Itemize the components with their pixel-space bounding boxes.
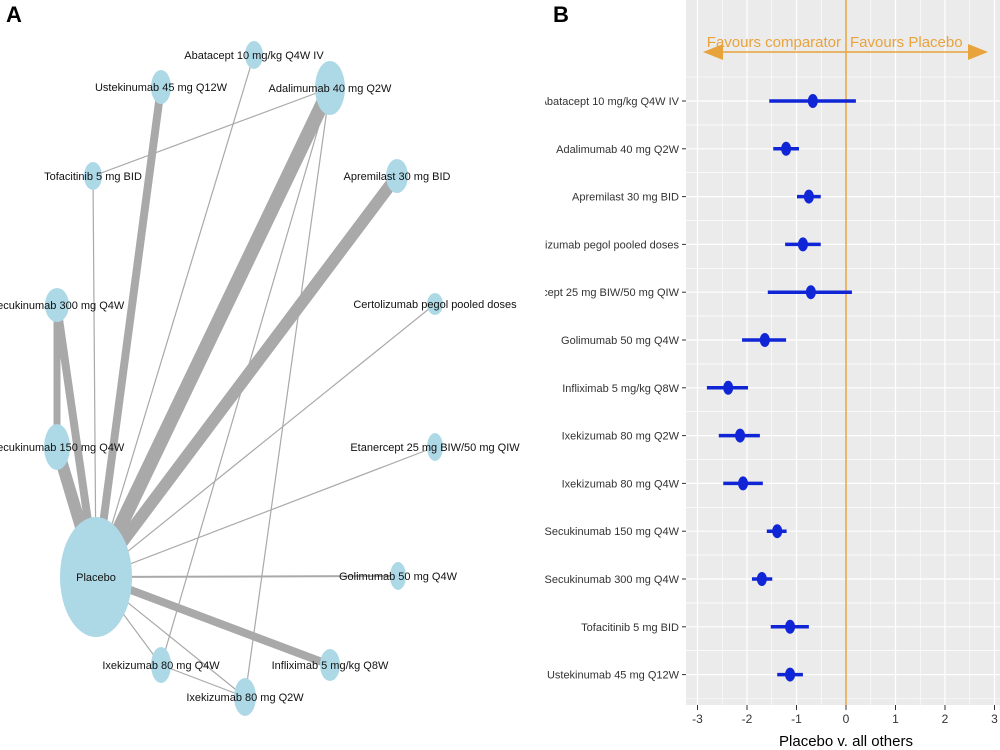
network-node-label: Apremilast 30 mg BID <box>344 171 451 183</box>
x-tick-label: 1 <box>892 712 899 726</box>
network-node <box>427 293 443 315</box>
network-edge <box>160 664 246 698</box>
forest-plot: Favours comparator Favours Placebo Abatace… <box>545 0 1000 750</box>
network-node <box>427 433 443 461</box>
y-tick-label: Adalimumab 40 mg Q2W <box>556 144 679 156</box>
annotation-favours-placebo: Favours Placebo <box>850 34 963 51</box>
point-estimate <box>803 189 814 204</box>
network-edge <box>92 86 165 578</box>
arrow-left-icon <box>703 44 723 60</box>
point-estimate <box>807 94 818 108</box>
point-estimate <box>785 667 796 682</box>
panel-b-label: B <box>553 2 569 27</box>
network-edge <box>160 87 331 666</box>
network-node-label: Tofacitinib 5 mg BID <box>44 171 142 183</box>
network-node <box>315 61 345 115</box>
network-node-label: Secukinumab 300 mg Q4W <box>0 300 125 312</box>
network-node-label: Certolizumab pegol pooled doses <box>353 299 517 311</box>
network-node <box>60 517 132 637</box>
network-edge <box>95 303 436 578</box>
panel-a-label: A <box>6 2 22 27</box>
network-edge <box>244 87 331 698</box>
y-tick-label: Secukinumab 300 mg Q4W <box>545 574 680 586</box>
network-node <box>320 649 340 681</box>
network-node-label: Abatacept 10 mg/kg Q4W IV <box>184 50 324 62</box>
x-axis-label: Placebo v. all others <box>779 733 913 750</box>
y-tick-label: Ustekinumab 45 mg Q12W <box>547 670 680 682</box>
plot-panel <box>686 0 1000 705</box>
point-estimate <box>805 285 816 300</box>
y-tick-label: Etanercept 25 mg BIW/50 mg QIW <box>545 287 680 299</box>
point-estimate <box>781 141 792 156</box>
network-node <box>245 41 263 69</box>
network-edge <box>95 54 255 578</box>
x-tick-label: 0 <box>843 712 850 726</box>
point-estimate <box>756 572 767 586</box>
network-node-label: Etanercept 25 mg BIW/50 mg QIW <box>350 442 520 454</box>
annotation-favours-comparator: Favours comparator <box>707 34 841 51</box>
network-node <box>151 70 171 104</box>
point-estimate <box>738 476 749 491</box>
network-node-label: Secukinumab 150 mg Q4W <box>0 442 125 454</box>
point-estimate <box>735 428 746 443</box>
x-tick-label: -2 <box>742 712 753 726</box>
y-tick-label: Infliximab 5 mg/kg Q8W <box>562 383 679 395</box>
network-node-label: Adalimumab 40 mg Q2W <box>269 83 392 95</box>
point-estimate <box>797 237 808 252</box>
point-estimate <box>772 524 783 539</box>
x-tick-label: -3 <box>692 712 703 726</box>
y-tick-label: Secukinumab 150 mg Q4W <box>545 526 680 538</box>
network-diagram: Placebo Abatacept 10 mg/kg Q4W IV Ustekinu… <box>0 41 520 716</box>
y-tick-label: Tofacitinib 5 mg BID <box>581 622 679 634</box>
network-edge <box>89 84 337 581</box>
network-node-label: Infliximab 5 mg/kg Q8W <box>272 660 389 672</box>
network-edge <box>92 175 97 578</box>
network-node <box>151 647 171 683</box>
network-node <box>390 562 406 590</box>
network-node-label: Placebo <box>76 572 116 584</box>
y-tick-label: Ixekizumab 80 mg Q4W <box>562 478 680 490</box>
network-node <box>386 159 408 193</box>
arrow-right-icon <box>968 44 988 60</box>
x-tick-label: 3 <box>991 712 998 726</box>
network-node-label: Golimumab 50 mg Q4W <box>339 571 458 583</box>
network-edge <box>91 172 402 581</box>
network-node-label: Ustekinumab 45 mg Q12W <box>95 82 228 94</box>
network-node <box>45 288 69 322</box>
network-edge <box>92 87 331 177</box>
y-tick-label: Golimumab 50 mg Q4W <box>561 335 680 347</box>
x-tick-label: -1 <box>791 712 802 726</box>
network-node <box>84 162 102 190</box>
network-edge <box>94 573 332 669</box>
network-edge <box>95 446 436 578</box>
network-node-label: Ixekizumab 80 mg Q4W <box>102 660 220 672</box>
network-node <box>234 678 256 716</box>
point-estimate <box>785 619 796 634</box>
point-estimate <box>759 333 770 347</box>
network-node <box>44 424 70 470</box>
point-estimate <box>723 380 734 395</box>
y-tick-label: Certolizumab pegol pooled doses <box>545 239 679 251</box>
x-tick-label: 2 <box>942 712 949 726</box>
y-tick-label: Abatacept 10 mg/kg Q4W IV <box>545 96 680 108</box>
y-tick-label: Apremilast 30 mg BID <box>572 192 679 204</box>
network-node-label: Ixekizumab 80 mg Q2W <box>186 692 304 704</box>
network-edge <box>95 575 399 578</box>
y-tick-label: Ixekizumab 80 mg Q2W <box>562 431 680 443</box>
